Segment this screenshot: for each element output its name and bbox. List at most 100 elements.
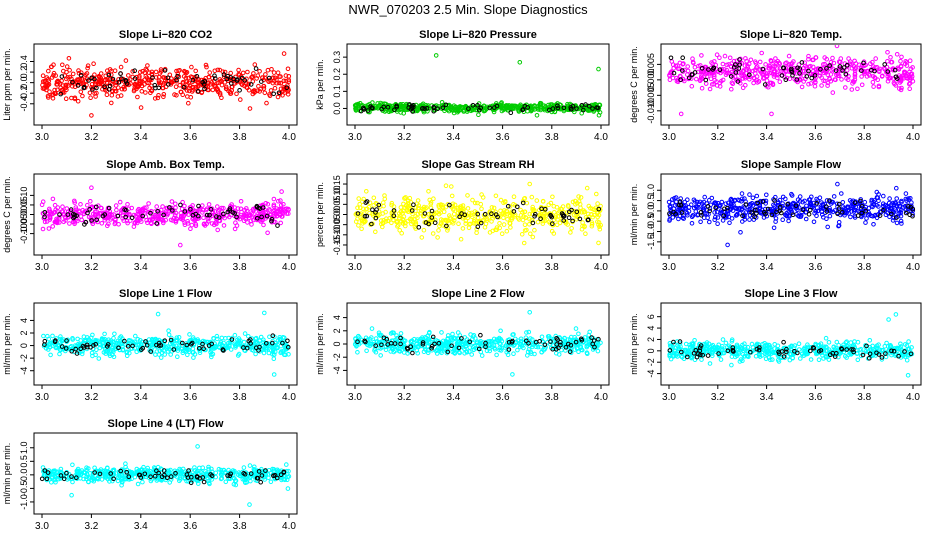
data-point [587,329,593,335]
highlight-point [562,213,567,219]
highlight-point [168,337,174,343]
highlight-point [840,68,845,73]
data-point [176,68,181,73]
data-point [597,110,603,115]
data-point [88,199,93,204]
highlight-point [903,210,909,216]
highlight-point [843,71,849,77]
data-point [52,219,58,225]
x-tick-label: 3.2 [711,262,725,273]
data-point [576,194,581,199]
data-point [465,193,470,198]
data-point [236,67,241,73]
highlight-point [797,66,803,71]
y-tick-label: 0.0 [646,205,656,218]
data-point [831,60,837,66]
data-point [696,63,701,69]
highlight-point [207,212,212,218]
data-point [894,203,900,208]
highlight-point [155,209,160,214]
data-point [235,206,241,211]
highlight-point [478,105,484,111]
data-point [48,64,54,70]
x-tick-label: 3.8 [545,132,559,143]
data-point [688,202,694,207]
x-tick-label: 3.2 [84,132,98,143]
data-point [479,206,484,212]
data-point [105,77,110,83]
data-point [836,223,841,229]
data-point [499,231,505,236]
highlight-point [765,206,771,212]
data-point [775,72,780,78]
data-point [747,217,752,222]
highlight-point [90,87,95,92]
data-point [109,92,115,98]
data-point [51,73,56,78]
data-point [894,185,899,191]
data-point [501,200,506,206]
highlight-point [835,211,840,217]
highlight-point [370,105,375,111]
highlight-point [196,203,201,209]
data-point [812,83,818,89]
data-point [712,74,717,79]
data-point [138,69,143,75]
data-point [67,221,72,226]
data-point [109,212,115,218]
data-point [470,197,475,203]
data-point [72,200,77,205]
data-point [220,345,225,351]
highlight-point [728,74,734,79]
data-point [849,209,854,214]
data-point [678,196,684,201]
data-point [431,196,436,201]
highlight-point [369,221,374,227]
data-point [445,228,450,233]
data-point [451,335,457,341]
data-point [897,80,903,85]
highlight-point [144,343,150,348]
plot-frame [660,43,922,126]
data-point [498,208,503,214]
highlight-point [703,77,709,83]
highlight-point [286,344,291,350]
data-point [894,52,900,57]
data-point [775,200,781,206]
data-point [685,197,690,202]
highlight-point [858,198,863,204]
highlight-point [106,205,112,211]
highlight-point [420,340,426,345]
data-point [859,74,864,79]
data-point [192,218,197,223]
highlight-point [257,206,263,211]
x-tick-label: 3.6 [496,392,510,403]
data-point [154,204,159,209]
x-tick-label: 3.0 [348,262,362,273]
data-point [415,198,421,203]
data-point [411,344,416,350]
highlight-point [398,341,403,347]
highlight-point [373,215,379,221]
x-tick-label: 3.2 [397,392,411,403]
highlight-point [63,346,69,351]
data-point [359,103,365,108]
data-point [41,333,46,339]
data-point [276,80,282,86]
data-point [813,79,818,85]
y-tick-label: 0.2 [19,66,29,79]
data-point [691,60,696,66]
data-point [527,222,532,227]
data-point [724,62,730,68]
data-point [55,87,60,93]
data-point [261,350,267,356]
highlight-point [837,64,843,69]
highlight-point [558,339,563,345]
highlight-point [80,343,86,349]
x-tick-label: 3.6 [496,132,510,143]
highlight-point [213,76,218,81]
data-point [509,209,515,214]
data-point [486,215,492,220]
data-point [684,210,690,216]
